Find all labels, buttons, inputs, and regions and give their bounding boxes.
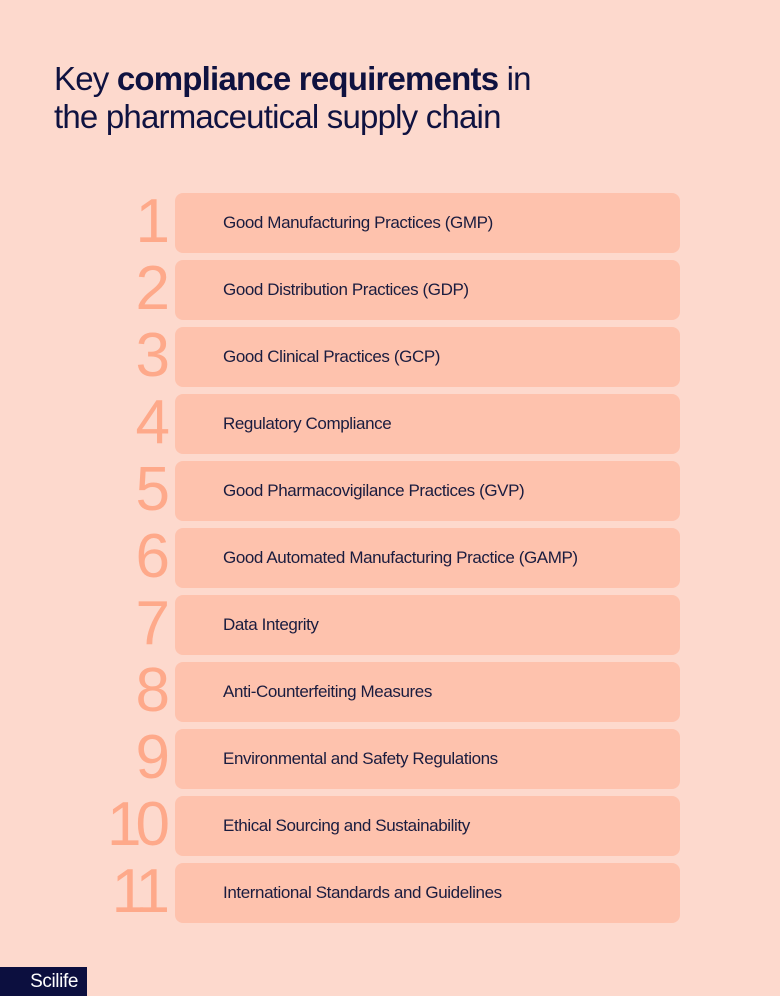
list-item: 4 Regulatory Compliance [0,388,780,457]
item-label: International Standards and Guidelines [223,883,502,902]
item-number: 2 [135,254,171,323]
item-box: Good Pharmacovigilance Practices (GVP) [175,461,680,521]
list-item: 7 Data Integrity [0,589,780,658]
item-label: Regulatory Compliance [223,414,392,433]
list-item: 11 International Standards and Guideline… [0,857,780,926]
list-item: 1 Good Manufacturing Practices (GMP) [0,187,780,256]
list-item: 8 Anti-Counterfeiting Measures [0,656,780,725]
list-item: 9 Environmental and Safety Regulations [0,723,780,792]
item-number: 10 [107,790,170,859]
item-box: International Standards and Guidelines [175,863,680,923]
item-box: Good Automated Manufacturing Practice (G… [175,528,680,588]
item-box: Data Integrity [175,595,680,655]
item-number: 1 [135,187,171,256]
item-box: Good Distribution Practices (GDP) [175,260,680,320]
item-label: Good Clinical Practices (GCP) [223,347,441,366]
item-number: 7 [135,589,171,658]
item-label: Good Manufacturing Practices (GMP) [223,213,493,232]
item-number: 5 [135,455,171,524]
item-label: Good Distribution Practices (GDP) [223,280,469,299]
list-item: 5 Good Pharmacovigilance Practices (GVP) [0,455,780,524]
item-number: 8 [135,656,171,725]
list-item: 10 Ethical Sourcing and Sustainability [0,790,780,859]
list-item: 2 Good Distribution Practices (GDP) [0,254,780,323]
list-item: 3 Good Clinical Practices (GCP) [0,321,780,390]
list-item: 6 Good Automated Manufacturing Practice … [0,522,780,591]
title-bold: compliance requirements [116,60,499,97]
title-line2: the pharmaceutical supply chain [54,98,501,135]
title-prefix: Key [54,60,117,97]
item-label: Anti-Counterfeiting Measures [223,682,432,701]
item-box: Anti-Counterfeiting Measures [175,662,680,722]
item-label: Good Automated Manufacturing Practice (G… [223,548,578,567]
item-label: Environmental and Safety Regulations [223,749,498,768]
item-box: Regulatory Compliance [175,394,680,454]
item-number: 11 [111,857,170,926]
item-number: 4 [135,388,171,457]
item-label: Data Integrity [223,615,319,634]
item-box: Good Clinical Practices (GCP) [175,327,680,387]
item-number: 6 [135,522,171,591]
item-box: Good Manufacturing Practices (GMP) [175,193,680,253]
item-number: 3 [135,321,171,390]
page-title: Key compliance requirements in the pharm… [54,60,532,136]
title-suffix: in [498,60,532,97]
item-box: Ethical Sourcing and Sustainability [175,796,680,856]
item-box: Environmental and Safety Regulations [175,729,680,789]
item-number: 9 [135,723,171,792]
item-label: Good Pharmacovigilance Practices (GVP) [223,481,525,500]
scilife-logo: Scilife [0,967,87,996]
item-label: Ethical Sourcing and Sustainability [223,816,470,835]
